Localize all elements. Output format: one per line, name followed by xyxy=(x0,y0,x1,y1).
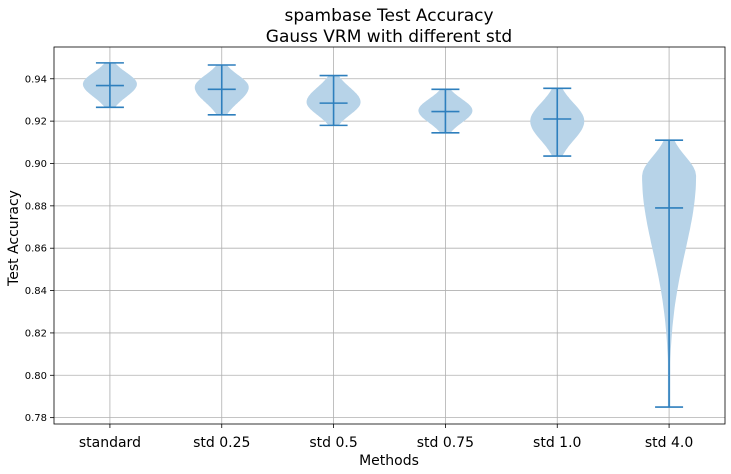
plot-area-frame xyxy=(53,46,726,425)
y-tick-label: 0.78 xyxy=(25,413,47,424)
y-tick-label: 0.86 xyxy=(25,244,47,255)
x-tick-label: std 0.25 xyxy=(193,435,250,451)
grid xyxy=(54,47,725,424)
y-tick-label: 0.92 xyxy=(25,117,47,128)
chart-title: spambase Test Accuracy xyxy=(284,6,493,26)
y-tick-label: 0.90 xyxy=(25,159,47,170)
x-axis-label: Methods xyxy=(359,453,419,469)
violins xyxy=(82,62,697,408)
y-tick-label: 0.82 xyxy=(25,328,47,339)
y-axis-label: Test Accuracy xyxy=(6,190,22,287)
x-axis-ticks: standard std 0.25 std 0.5 std 0.75 std 1.0 st… xyxy=(79,424,693,451)
x-tick-label: std 4.0 xyxy=(645,435,693,451)
y-tick-label: 0.84 xyxy=(25,286,47,297)
x-tick-label: std 0.5 xyxy=(309,435,357,451)
x-tick-label: std 1.0 xyxy=(533,435,581,451)
y-tick-label: 0.80 xyxy=(25,371,47,382)
y-axis-ticks: 0.78 0.80 0.82 0.84 0.86 0.88 0.90 0.92 0.94 xyxy=(25,74,54,424)
y-tick-label: 0.88 xyxy=(25,201,47,212)
y-tick-label: 0.94 xyxy=(25,74,47,85)
x-tick-label: std 0.75 xyxy=(417,435,474,451)
x-tick-label: standard xyxy=(79,435,141,451)
chart-subtitle: Gauss VRM with different std xyxy=(266,27,512,47)
